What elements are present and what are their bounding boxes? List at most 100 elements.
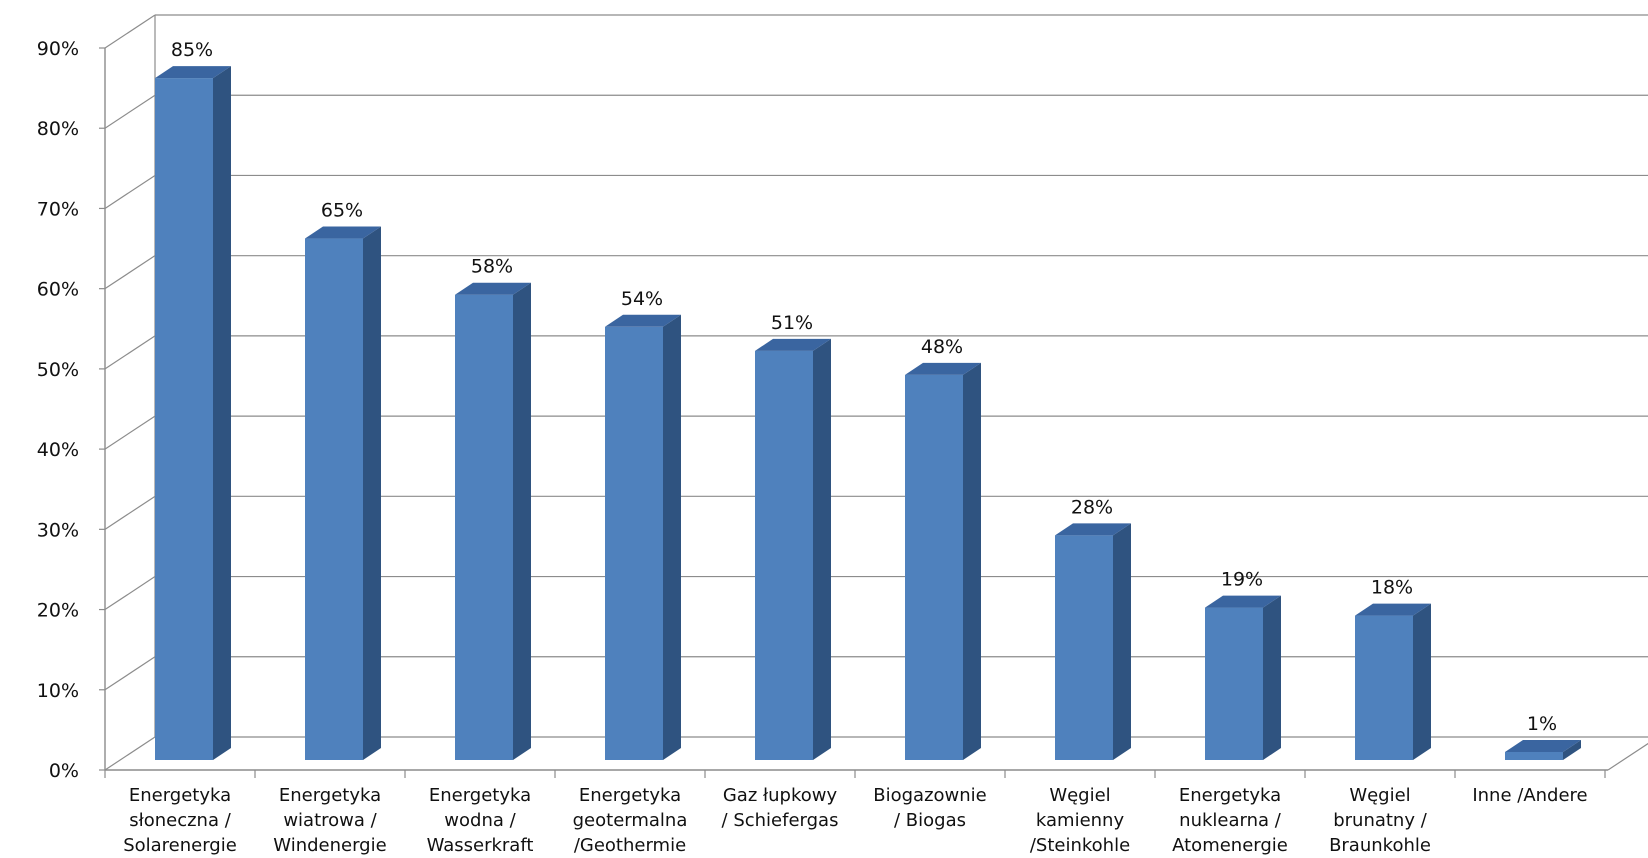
gridlines	[104, 14, 1648, 771]
bar	[455, 294, 513, 760]
x-category-line: nuklearna /	[1179, 810, 1282, 831]
x-category-label: Energetyka wiatrowa / Windenergie	[273, 785, 386, 856]
x-category-label: Węgiel brunatny / Braunkohle	[1329, 785, 1431, 856]
bar-side	[663, 314, 681, 760]
gridline-diagonal	[104, 14, 156, 49]
bar-top	[1355, 603, 1431, 616]
bar-side	[1563, 739, 1581, 760]
bar-side	[1263, 595, 1281, 760]
bar	[1505, 751, 1563, 760]
bar-top	[1055, 523, 1131, 536]
x-category-line: wodna /	[444, 810, 516, 831]
x-category-label: Energetyka geotermalna/Geothermie	[573, 785, 688, 856]
data-label: 1%	[1527, 713, 1557, 735]
bar	[905, 374, 963, 760]
x-category-line: Braunkohle	[1329, 835, 1431, 856]
x-category-line: geotermalna	[573, 810, 688, 831]
bar-side	[1413, 603, 1431, 760]
bar-side	[1113, 523, 1131, 760]
y-tick-label: 80%	[37, 118, 79, 140]
x-category-line: Energetyka	[279, 785, 381, 806]
y-tick-label: 70%	[37, 198, 79, 220]
x-category-line: Inne /Andere	[1472, 785, 1587, 806]
bar	[155, 78, 213, 761]
y-tick-label: 10%	[37, 680, 79, 702]
x-category-label: Energetyka słoneczna / Solarenergie	[123, 785, 237, 856]
gridline-diagonal	[104, 174, 156, 209]
x-category-line: Energetyka	[429, 785, 531, 806]
gridline-diagonal	[104, 94, 156, 129]
x-category-label: Gaz łupkowy / Schiefergas	[722, 785, 839, 831]
x-category-line: Energetyka	[129, 785, 231, 806]
x-category-line: Węgiel	[1349, 785, 1410, 806]
x-category-line: /Steinkohle	[1030, 835, 1130, 856]
x-category-line: Gaz łupkowy	[723, 785, 838, 806]
data-label: 65%	[321, 200, 363, 222]
bar	[1055, 535, 1113, 760]
x-category-line: Energetyka	[579, 785, 681, 806]
data-label: 19%	[1221, 569, 1263, 591]
bar-side	[513, 282, 531, 760]
x-category-line: Wasserkraft	[427, 835, 534, 856]
x-category-line: Solarenergie	[123, 835, 237, 856]
x-category-label: Biogazownie / Biogas	[873, 785, 986, 831]
x-category-line: Energetyka	[1179, 785, 1281, 806]
data-label: 58%	[471, 256, 513, 278]
x-category-line: słoneczna /	[129, 810, 231, 831]
data-label: 54%	[621, 288, 663, 310]
gridline-diagonal	[104, 255, 156, 290]
bar-top	[1205, 595, 1281, 608]
data-label: 51%	[771, 312, 813, 334]
x-category-label: Inne /Andere	[1472, 785, 1587, 806]
gridline-diagonal	[104, 495, 156, 530]
bar-top	[905, 362, 981, 375]
data-label: 85%	[171, 39, 213, 61]
x-category-line: / Biogas	[894, 810, 966, 831]
gridline-diagonal	[104, 335, 156, 370]
x-category-label: Energetyka wodna / Wasserkraft	[427, 785, 534, 856]
bar-top	[155, 66, 231, 79]
bar-top	[755, 338, 831, 351]
bar-top	[1505, 739, 1581, 752]
bar-side	[813, 338, 831, 760]
y-tick-label: 90%	[37, 38, 79, 60]
bar-top	[605, 314, 681, 327]
y-tick-label: 30%	[37, 519, 79, 541]
x-category-line: brunatny /	[1333, 810, 1428, 831]
x-category-line: Windenergie	[273, 835, 386, 856]
y-tick-label: 60%	[37, 279, 79, 301]
x-category-line: / Schiefergas	[722, 810, 839, 831]
bars	[155, 66, 1581, 761]
x-category-label: Energetyka nuklearna / Atomenergie	[1172, 785, 1288, 856]
bar-side	[363, 226, 381, 761]
bar-top	[455, 282, 531, 295]
axes	[99, 47, 1648, 778]
data-label: 28%	[1071, 496, 1113, 518]
bar	[305, 238, 363, 761]
x-category-label: Węgiel kamienny/Steinkohle	[1030, 785, 1130, 856]
gridline-diagonal	[104, 656, 156, 691]
bar-side	[213, 66, 231, 761]
y-tick-label: 0%	[49, 760, 79, 782]
y-tick-label: 20%	[37, 600, 79, 622]
bar-side	[963, 362, 981, 760]
bar	[755, 350, 813, 760]
x-category-line: Atomenergie	[1172, 835, 1288, 856]
gridline-diagonal	[104, 736, 156, 771]
x-category-line: kamienny	[1036, 810, 1125, 831]
labels: 0% 10% 20% 30% 40% 50% 60% 70% 80% 90% 85% Energety…	[37, 38, 1588, 856]
bar	[1355, 615, 1413, 760]
y-tick-label: 50%	[37, 359, 79, 381]
data-label: 48%	[921, 336, 963, 358]
x-category-line: wiatrowa /	[283, 810, 377, 831]
x-category-line: Węgiel	[1049, 785, 1110, 806]
gridline-diagonal	[104, 415, 156, 450]
x-category-line: /Geothermie	[574, 835, 686, 856]
y-tick-label: 40%	[37, 439, 79, 461]
floor-edge	[1607, 742, 1648, 771]
x-category-line: Biogazownie	[873, 785, 986, 806]
bar	[1205, 607, 1263, 760]
bar	[605, 326, 663, 760]
data-label: 18%	[1371, 577, 1413, 599]
